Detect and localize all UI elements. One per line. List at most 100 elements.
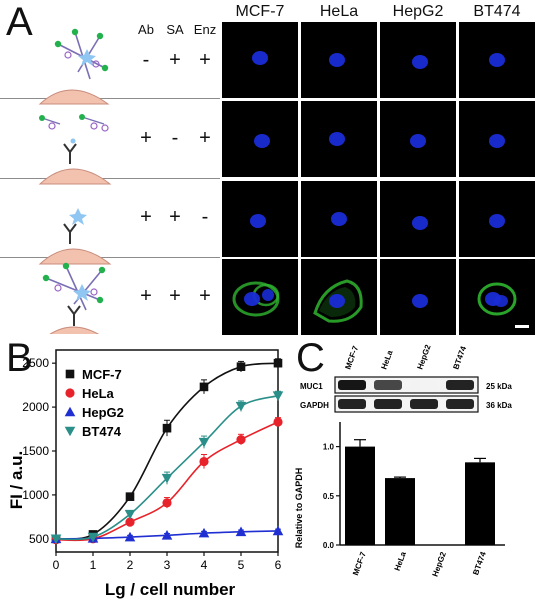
condition-sign: +: [140, 206, 152, 228]
microscopy-image: [459, 259, 535, 335]
y-tick-label: 1000: [22, 488, 49, 502]
microscopy-image: [380, 22, 456, 98]
microscopy-image: [459, 181, 535, 257]
y-tick-label: 0.5: [323, 492, 335, 501]
row-separator: [0, 257, 220, 258]
data-point: [124, 531, 136, 542]
western-blot-bar-chart: MCF-7 HeLa HepG2 BT474 MUC1 25 kDa GAPDH 36 kDa…: [294, 343, 512, 578]
condition-sign: -: [142, 49, 150, 71]
data-point: [235, 401, 247, 412]
y-tick-label: 0.0: [323, 541, 335, 550]
x-tick-label: 2: [127, 558, 134, 572]
microscopy-image: [380, 181, 456, 257]
microscopy-image: [380, 259, 456, 335]
x-tick-label: 1: [90, 558, 97, 572]
x-tick-label: BT474: [471, 550, 488, 576]
y-tick-label: 500: [29, 532, 49, 546]
microscopy-image: [301, 22, 377, 98]
probe-schematics: [38, 28, 112, 334]
x-tick-label: MCF-7: [351, 550, 368, 577]
data-point: [272, 525, 284, 536]
y-axis-label: Relative to GAPDH: [294, 468, 304, 549]
x-tick-label: HepG2: [431, 550, 448, 578]
blot-strip: [334, 376, 479, 394]
y-axis-label: FI / a.u.: [7, 451, 26, 510]
data-point: [87, 532, 99, 543]
data-point: [198, 437, 210, 448]
microscopy-image: [380, 101, 456, 177]
y-tick-label: 1.0: [323, 443, 335, 452]
condition-sign: -: [171, 127, 179, 149]
cell-header-hepg2: HepG2: [392, 3, 444, 20]
legend-marker: [64, 426, 76, 437]
schematic-row-2: [38, 114, 112, 185]
panel-a-letter: A: [6, 0, 33, 44]
blot-band: [446, 380, 474, 390]
legend-label: BT474: [82, 424, 122, 439]
row-separator: [0, 178, 220, 179]
blot-band: [338, 399, 366, 409]
row-separator: [0, 98, 220, 99]
microscopy-image: [301, 259, 377, 335]
data-point: [125, 517, 135, 527]
cell-header-mcf7: MCF-7: [235, 3, 285, 20]
condition-sign: +: [140, 127, 152, 149]
y-tick-label: 2500: [22, 356, 49, 370]
schematic-row-4: [42, 262, 106, 334]
blot-band: [338, 380, 366, 390]
condition-sign: -: [201, 206, 209, 228]
data-point: [198, 527, 210, 538]
legend-label: HepG2: [82, 405, 124, 420]
data-point: [272, 391, 284, 401]
condition-sign: +: [169, 49, 181, 71]
blot-row-label: GAPDH: [300, 401, 329, 410]
y-tick-label: 1500: [22, 444, 49, 458]
legend-marker: [65, 369, 75, 379]
condition-sign: +: [169, 285, 181, 307]
x-tick-label: 3: [164, 558, 171, 572]
y-tick-label: 2000: [22, 400, 49, 414]
blot-lane-label: HeLa: [379, 349, 394, 371]
x-tick-label: 5: [238, 558, 245, 572]
fluorescence-line-chart: 0 1 2 3 4 5 6 500 1000 1500 2000 2500 MCF-7 HeLa HepG…: [7, 349, 284, 599]
blot-band: [410, 380, 438, 390]
schematic-row-1: [38, 28, 110, 105]
data-point: [273, 358, 283, 368]
condition-header-ab: Ab: [138, 22, 154, 37]
data-point: [125, 492, 135, 501]
condition-header-enz: Enz: [193, 22, 217, 37]
blot-band: [410, 399, 438, 409]
bar-bt474: [465, 462, 495, 545]
schematic-row-3: [38, 208, 112, 265]
legend-marker: [64, 406, 76, 417]
microscopy-image: [301, 101, 377, 177]
legend-marker: [65, 388, 75, 398]
blot-row-label: MUC1: [300, 382, 323, 391]
x-tick-label: 4: [201, 558, 208, 572]
data-point: [236, 434, 246, 445]
data-point: [161, 473, 173, 484]
blot-lane-label: BT474: [451, 345, 468, 371]
blot-band: [374, 399, 402, 409]
microscopy-image: [222, 181, 298, 257]
data-point: [50, 534, 62, 545]
x-tick-label: HeLa: [393, 550, 408, 572]
condition-sign: +: [140, 285, 152, 307]
data-point: [161, 530, 173, 540]
data-point: [273, 417, 283, 427]
data-point: [199, 382, 209, 392]
microscopy-image: [222, 259, 298, 335]
panel-c-letter: C: [296, 336, 325, 380]
condition-header-sa: SA: [166, 22, 184, 37]
microscopy-image: [301, 181, 377, 257]
cell-header-hela: HeLa: [319, 3, 359, 20]
data-point: [124, 509, 136, 520]
data-point: [162, 423, 172, 433]
data-point: [199, 456, 209, 467]
condition-sign: +: [199, 49, 211, 71]
cell-header-bt474: BT474: [473, 3, 521, 20]
x-axis-label: Lg / cell number: [105, 580, 236, 599]
blot-kda-label: 25 kDa: [486, 382, 512, 391]
blot-strip: [334, 395, 479, 413]
microscopy-image: [459, 101, 535, 177]
